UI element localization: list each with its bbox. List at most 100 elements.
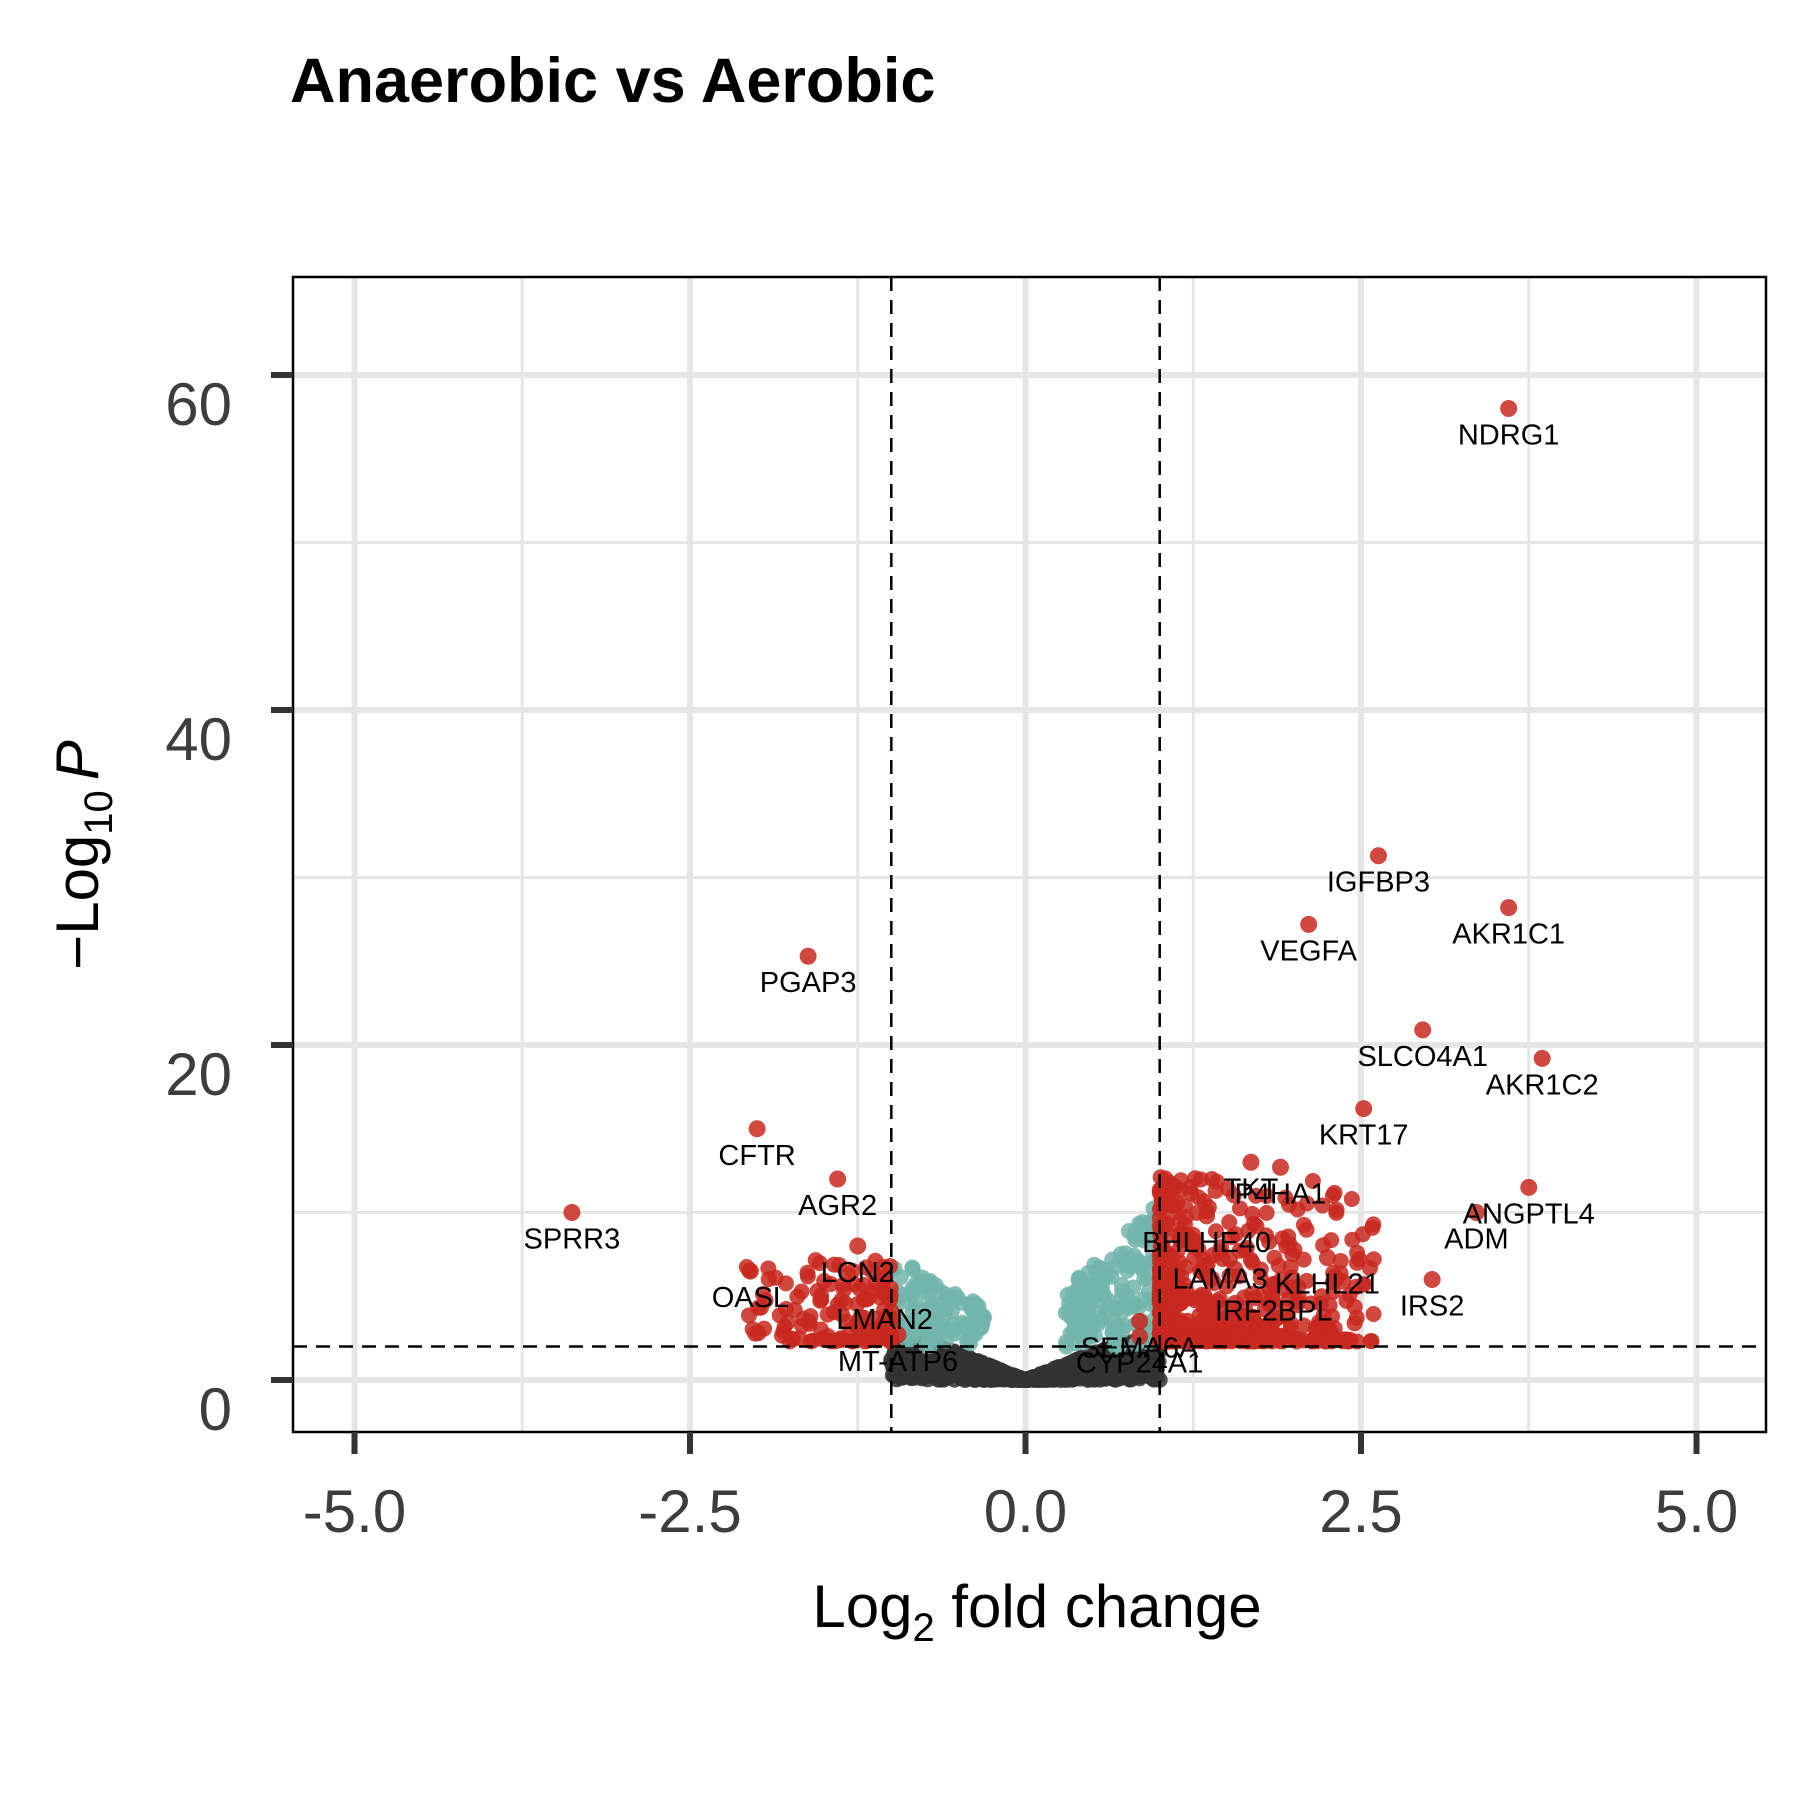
gene-label-lama3: LAMA3 [1173,1264,1268,1296]
gene-point [876,1301,893,1318]
gene-label-igfbp3: IGFBP3 [1327,867,1430,899]
gene-point [1209,1293,1226,1310]
gene-point [1052,1365,1069,1382]
gene-point [1153,1251,1170,1268]
gene-point [1203,1170,1220,1187]
gene-point [807,1252,824,1269]
gene-point-tkt [1242,1153,1260,1171]
gene-point [1258,1227,1275,1244]
gene-point [974,1358,991,1375]
gene-point [1269,1327,1286,1344]
x-tick-label: 2.5 [1319,1478,1402,1545]
gene-point [1304,1172,1321,1189]
gene-point [1326,1184,1343,1201]
gene-point [835,1276,852,1293]
gene-point [1107,1338,1124,1355]
gene-point-lman2 [876,1284,894,1302]
gene-point [833,1292,850,1309]
gene-point [1232,1200,1249,1217]
plot-background [293,277,1766,1432]
gene-point [1126,1355,1143,1372]
gene-point [767,1269,784,1286]
gene-point [1172,1295,1189,1312]
gene-point [747,1325,764,1342]
gene-point [1282,1259,1299,1276]
gene-point [1160,1310,1177,1327]
gene-point [773,1327,790,1344]
gene-point [1221,1214,1238,1231]
gene-point [909,1311,926,1328]
gene-label-tkt: TKT [1224,1173,1279,1205]
gene-point [920,1286,937,1303]
gene-point-klhl21 [1318,1249,1336,1267]
gene-point [864,1331,881,1348]
gene-point [965,1369,982,1386]
gene-point-oasl [741,1262,759,1280]
gene-point-vegfa [1300,915,1318,933]
gene-point [973,1319,990,1336]
gene-point [1088,1264,1105,1281]
gene-point-irs2 [1423,1271,1441,1288]
gene-point [802,1308,819,1325]
gene-point [779,1314,796,1331]
gene-label-akr1c1: AKR1C1 [1452,919,1565,951]
cutoff-lines [293,277,1766,1432]
axes: -5.0 -2.5 0.0 2.5 5.0 0 20 40 60 [165,371,1738,1545]
gene-point [1322,1324,1339,1341]
gene-point [1240,1222,1257,1239]
gene-point [1365,1216,1382,1233]
gene-point [1176,1225,1193,1242]
gene-point [1277,1189,1294,1206]
gene-point [1314,1197,1331,1214]
y-tick-label: 20 [165,1041,232,1108]
gene-point [1065,1365,1082,1382]
gene-point-lcn2 [849,1237,867,1255]
gene-label-mt-atp6: MT-ATP6 [838,1346,958,1378]
gene-point [1365,1251,1382,1268]
gene-point [1332,1252,1349,1269]
gene-point [1298,1221,1315,1238]
gene-point-angptl4 [1520,1178,1538,1196]
gene-point [1207,1223,1224,1240]
gene-point-bhlhe40 [1198,1207,1216,1225]
gene-point [1125,1279,1142,1296]
gene-point [1151,1182,1168,1199]
gene-point [1295,1251,1312,1268]
gene-point [877,1269,894,1286]
gene-point [1119,1262,1136,1279]
gene-label-vegfa: VEGFA [1260,935,1357,967]
gene-label-bhlhe40: BHLHE40 [1142,1227,1271,1259]
x-tick-label: 0.0 [984,1478,1067,1545]
gene-point [1169,1266,1186,1283]
gene-point-p4ha1 [1271,1158,1289,1176]
gene-point [1290,1278,1307,1295]
gene-point [1232,1327,1249,1344]
gene-label-agr2: AGR2 [798,1190,877,1222]
gene-label-slco4a1: SLCO4A1 [1357,1041,1488,1073]
gene-point [1288,1297,1305,1314]
gene-point-cftr [748,1120,766,1138]
gene-point [1338,1292,1355,1309]
gene-point [1323,1232,1340,1249]
gene-point [826,1256,843,1273]
gene-point [777,1301,794,1318]
gene-point [1344,1231,1361,1248]
y-axis-label: −Log10P [44,740,121,970]
gene-label-krt17: KRT17 [1319,1120,1409,1152]
gene-point [1238,1239,1255,1256]
gene-point [1107,1258,1124,1275]
gene-label-p4ha1: P4HA1 [1235,1178,1327,1210]
gene-label-akr1c2: AKR1C2 [1486,1069,1599,1101]
gene-point [1289,1201,1306,1218]
gene-point [826,1304,843,1321]
gene-point-akr1c1 [1500,899,1518,917]
gene-label-angptl4: ANGPTL4 [1463,1198,1595,1230]
gene-point-cyp24a1 [1131,1327,1149,1345]
gene-label-oasl: OASL [712,1282,789,1314]
gene-point [1096,1308,1113,1325]
gene-point [904,1280,921,1297]
gene-point-pgap3 [799,947,817,965]
gene-label-pgap3: PGAP3 [760,967,857,999]
gene-point [1363,1333,1380,1350]
gene-point-ndrg1 [1500,400,1518,417]
